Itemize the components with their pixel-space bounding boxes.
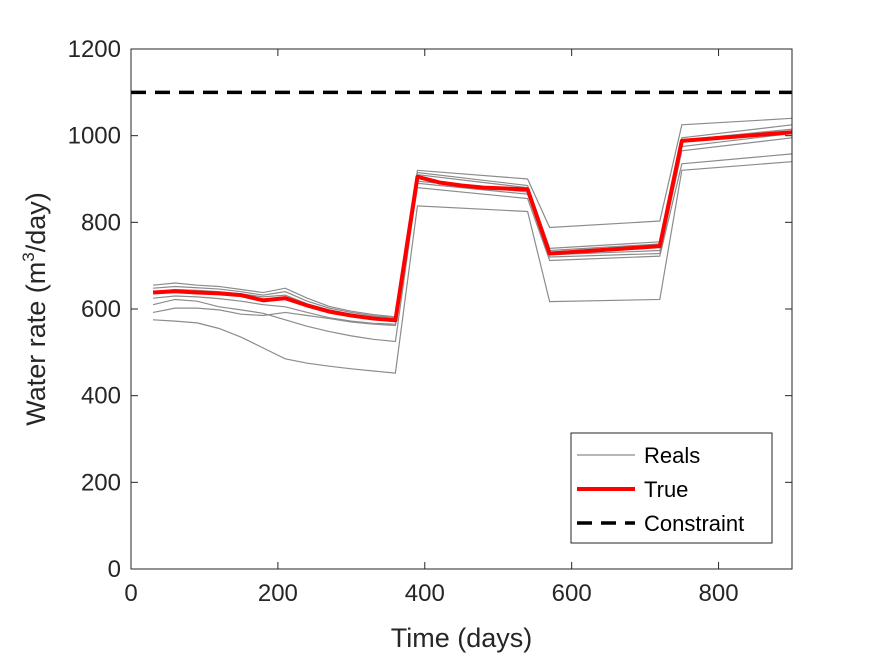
reals-line-7 [152, 117, 793, 318]
y-axis-title-superscript: 3 [19, 252, 38, 261]
x-tick-label: 400 [405, 580, 445, 607]
y-axis-title-main: Water rate (m [21, 262, 51, 426]
y-tick-label: 600 [81, 296, 121, 323]
legend-label-reals: Reals [644, 443, 700, 468]
x-tick-label: 0 [124, 580, 137, 607]
x-tick-label: 800 [699, 580, 739, 607]
x-tick-label: 200 [258, 580, 298, 607]
true-line [152, 130, 793, 323]
reals-line-1 [152, 161, 793, 374]
reals-line-3 [152, 137, 793, 343]
legend-label-true: True [644, 477, 688, 502]
y-tick-label: 400 [81, 383, 121, 410]
y-tick-label: 1200 [68, 36, 121, 63]
y-tick-label: 800 [81, 209, 121, 236]
y-tick-label: 1000 [68, 123, 121, 150]
series-layer [131, 90, 793, 374]
legend: Reals True Constraint [570, 432, 773, 544]
ticks-layer: 0 200 400 600 800 0 200 400 600 800 1000 1200 [68, 36, 792, 607]
reals-line-2 [152, 153, 793, 327]
y-axis-title: Water rate (m3/day) [19, 192, 51, 426]
y-tick-label: 0 [108, 556, 121, 583]
legend-label-constraint: Constraint [644, 511, 744, 536]
y-tick-label: 200 [81, 469, 121, 496]
y-axis-title-tail: /day) [21, 192, 51, 252]
x-tick-label: 600 [552, 580, 592, 607]
x-axis-title: Time (days) [391, 623, 533, 653]
reals-line-6 [152, 124, 793, 319]
